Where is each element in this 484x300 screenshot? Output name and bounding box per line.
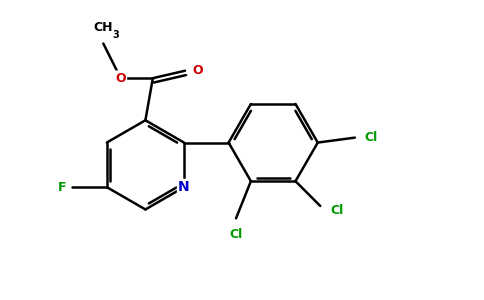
- Text: O: O: [193, 64, 203, 77]
- Text: Cl: Cl: [365, 131, 378, 144]
- Text: O: O: [115, 72, 126, 85]
- Text: CH: CH: [93, 21, 113, 34]
- Text: 3: 3: [112, 29, 119, 40]
- Text: Cl: Cl: [330, 204, 343, 218]
- Text: N: N: [178, 180, 190, 194]
- Text: Cl: Cl: [229, 228, 242, 241]
- Text: F: F: [58, 181, 66, 194]
